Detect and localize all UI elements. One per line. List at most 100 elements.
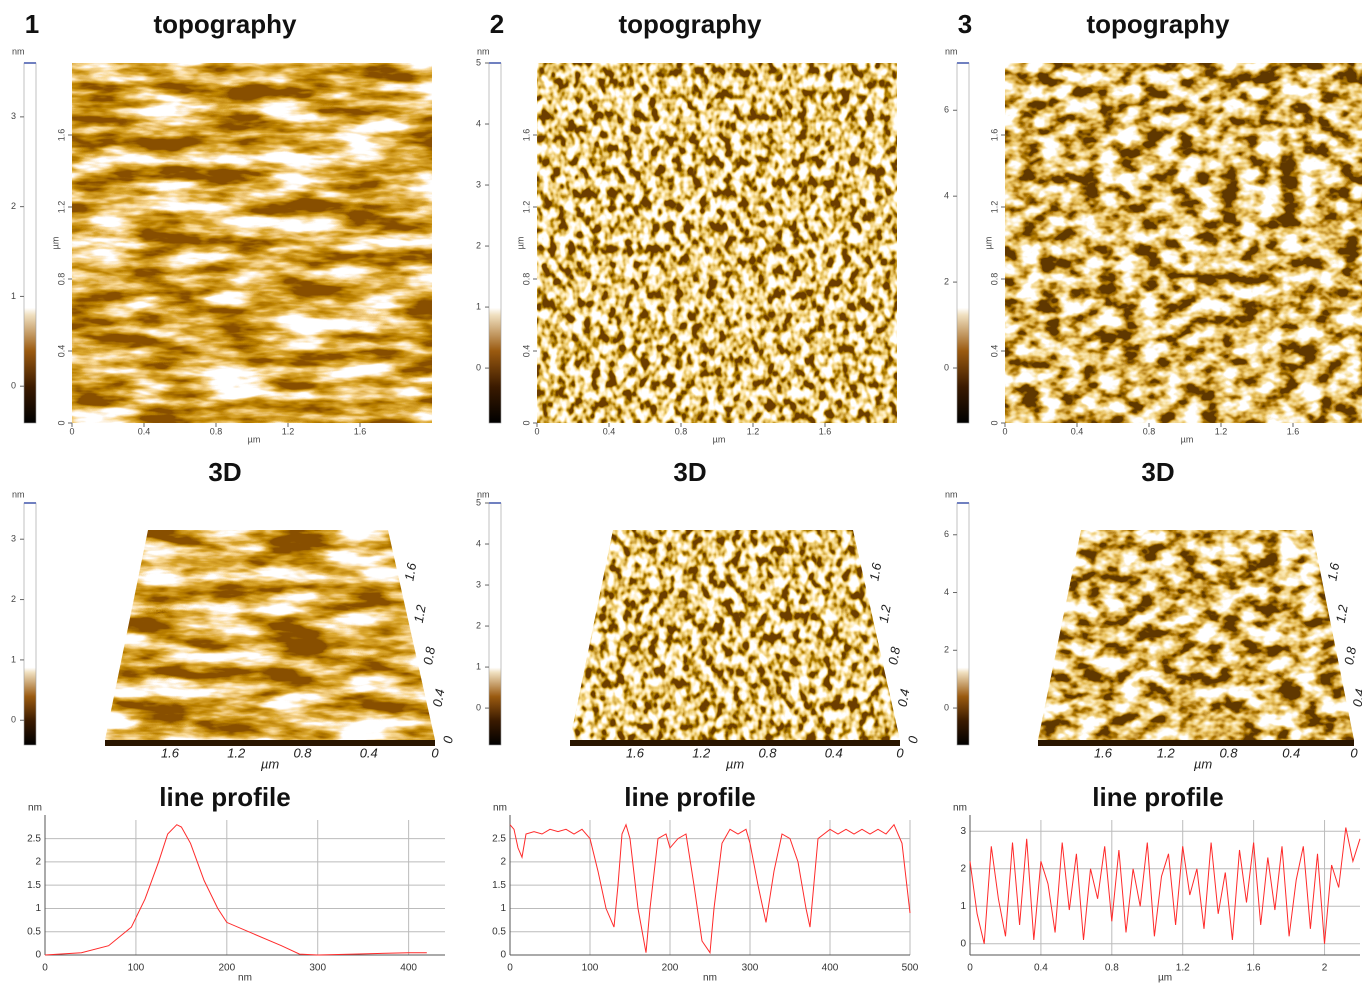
colorbar-tick-label: 4 xyxy=(944,191,949,201)
x-tick-label: 0.4 xyxy=(138,426,151,436)
colorbar-tick-label: 3 xyxy=(476,579,481,589)
panel-number: 3 xyxy=(958,9,972,39)
x-tick-label: 1.6 xyxy=(819,426,832,436)
x-axis-label: nm xyxy=(703,973,717,983)
colorbar-tick-label: 6 xyxy=(944,529,949,539)
x-tick-label: 1.2 xyxy=(1215,426,1228,436)
y-tick-label: 0 xyxy=(989,420,999,425)
colorbar-unit: nm xyxy=(477,46,490,56)
x-tick-label: 0.4 xyxy=(1034,963,1048,974)
y-tick-label: 1.6 xyxy=(56,129,66,142)
x-tick-label: 100 xyxy=(128,963,145,974)
colorbar xyxy=(956,502,970,746)
x-tick-label: 0.8 xyxy=(210,426,223,436)
chart-title: line profile xyxy=(159,782,290,812)
y-axis-unit: µm xyxy=(50,237,60,250)
colorbar-tick-label: 5 xyxy=(476,497,481,507)
y-tick-label: 0.8 xyxy=(989,273,999,286)
x-tick-label: 400 xyxy=(822,963,839,974)
x-axis-label: nm xyxy=(238,973,252,983)
chart-title: line profile xyxy=(1092,782,1223,812)
x-tick-label: 0.4 xyxy=(603,426,616,436)
colorbar-unit: nm xyxy=(12,489,25,499)
y-tick-label: 0 xyxy=(440,734,456,744)
x-tick-label: 0 xyxy=(431,745,439,760)
x-tick-label: 200 xyxy=(218,963,235,974)
y-tick-label: 0 xyxy=(500,950,506,961)
y-tick-label: 0.8 xyxy=(521,273,531,286)
x-axis-unit: µm xyxy=(713,434,726,444)
y-tick-label: 0.5 xyxy=(27,926,41,937)
afm-3d-edge xyxy=(105,740,435,746)
colorbar-tick-label: 3 xyxy=(11,534,16,544)
colorbar-tick-label: 3 xyxy=(476,179,481,189)
afm-3d-surface xyxy=(570,530,900,740)
y-tick-label: 0.4 xyxy=(1350,688,1362,708)
y-tick-label: 3 xyxy=(960,826,966,837)
y-tick-label: 1.2 xyxy=(411,603,429,624)
x-tick-label: 1.2 xyxy=(747,426,760,436)
colorbar-tick-label: 1 xyxy=(476,301,481,311)
x-tick-label: 0.8 xyxy=(1219,745,1238,760)
colorbar-tick-label: 5 xyxy=(476,57,481,67)
afm-3d-edge xyxy=(570,740,900,746)
x-tick-label: 0 xyxy=(507,963,513,974)
x-tick-label: 1.6 xyxy=(626,745,645,760)
x-tick-label: 1.6 xyxy=(1094,745,1113,760)
y-tick-label: 0 xyxy=(905,734,921,744)
x-tick-label: 2 xyxy=(1322,963,1328,974)
y-tick-label: 2 xyxy=(35,857,41,868)
x-tick-label: 0.4 xyxy=(1282,745,1300,760)
x-axis-unit: µm xyxy=(726,756,744,771)
x-tick-label: 1.2 xyxy=(227,745,246,760)
colorbar xyxy=(488,62,502,424)
y-tick-label: 0 xyxy=(960,938,966,949)
y-tick-label: 0.5 xyxy=(492,926,506,937)
colorbar-tick-label: 0 xyxy=(11,715,16,725)
afm-image xyxy=(1005,63,1362,423)
x-axis-label: µm xyxy=(1158,973,1172,983)
y-tick-label: 1.6 xyxy=(1324,561,1342,582)
y-tick-label: 2.5 xyxy=(27,833,41,844)
x-tick-label: 1.2 xyxy=(1157,745,1176,760)
profile-line xyxy=(969,827,1361,944)
y-tick-label: 1.6 xyxy=(401,561,419,582)
y-tick-label: 0.4 xyxy=(430,688,448,708)
colorbar-tick-label: 0 xyxy=(11,381,16,391)
x-tick-label: 1.6 xyxy=(161,745,180,760)
colorbar-tick-label: 6 xyxy=(944,105,949,115)
x-tick-label: 1.6 xyxy=(1247,963,1261,974)
y-tick-label: 0 xyxy=(35,950,41,961)
colorbar xyxy=(23,502,37,746)
x-tick-label: 300 xyxy=(309,963,326,974)
afm-image xyxy=(537,63,897,423)
y-axis-unit: µm xyxy=(983,237,993,250)
colorbar-tick-label: 2 xyxy=(944,645,949,655)
y-tick-label: 1.5 xyxy=(27,880,41,891)
y-axis-label: nm xyxy=(28,803,42,814)
y-tick-label: 1 xyxy=(500,903,506,914)
panel-number: 2 xyxy=(490,9,504,39)
x-tick-label: 0 xyxy=(534,426,539,436)
profile-line xyxy=(44,824,427,956)
y-tick-label: 2.5 xyxy=(492,833,506,844)
x-tick-label: 0.8 xyxy=(293,745,312,760)
colorbar-tick-label: 4 xyxy=(944,587,949,597)
colorbar-tick-label: 0 xyxy=(476,362,481,372)
y-tick-label: 0.4 xyxy=(521,345,531,358)
y-tick-label: 1.6 xyxy=(866,561,884,582)
panel-title: topography xyxy=(1087,9,1231,39)
y-tick-label: 0.4 xyxy=(989,345,999,358)
x-tick-label: 1.6 xyxy=(354,426,367,436)
y-tick-label: 1.2 xyxy=(876,603,894,624)
x-tick-label: 400 xyxy=(400,963,417,974)
panel-title: 3D xyxy=(673,457,706,487)
colorbar-unit: nm xyxy=(12,46,25,56)
panel-number: 1 xyxy=(25,9,39,39)
colorbar-tick-label: 1 xyxy=(11,291,16,301)
x-tick-label: 1.2 xyxy=(1176,963,1190,974)
x-tick-label: 300 xyxy=(742,963,759,974)
colorbar-tick-label: 4 xyxy=(476,118,481,128)
panel-title: 3D xyxy=(1141,457,1174,487)
